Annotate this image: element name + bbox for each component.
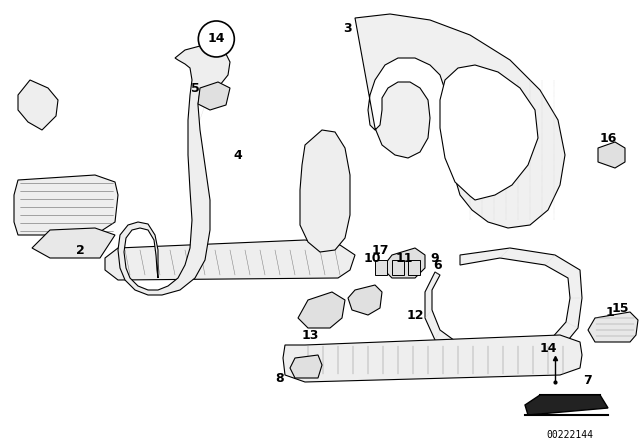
Polygon shape	[32, 228, 115, 258]
Text: 4: 4	[234, 148, 243, 161]
Polygon shape	[525, 395, 608, 415]
Polygon shape	[392, 260, 404, 275]
Polygon shape	[375, 260, 387, 275]
Polygon shape	[14, 175, 118, 235]
Text: 15: 15	[611, 302, 628, 314]
Polygon shape	[588, 312, 638, 342]
Text: 8: 8	[276, 371, 284, 384]
Text: 12: 12	[406, 309, 424, 322]
Polygon shape	[355, 14, 565, 228]
Text: 3: 3	[344, 22, 352, 34]
Text: 14: 14	[207, 32, 225, 46]
Polygon shape	[382, 248, 425, 278]
Polygon shape	[440, 65, 538, 200]
Text: 7: 7	[584, 374, 593, 387]
Polygon shape	[18, 80, 58, 130]
Text: 9: 9	[431, 251, 439, 264]
Circle shape	[198, 21, 234, 57]
Polygon shape	[198, 82, 230, 110]
Polygon shape	[118, 46, 230, 295]
Text: 17: 17	[371, 244, 388, 257]
Polygon shape	[283, 335, 582, 382]
Text: 6: 6	[434, 258, 442, 271]
Polygon shape	[348, 285, 382, 315]
Polygon shape	[300, 130, 350, 252]
Text: 16: 16	[599, 132, 617, 145]
Polygon shape	[298, 292, 345, 328]
Text: 11: 11	[396, 251, 413, 264]
Polygon shape	[425, 248, 582, 365]
Text: 2: 2	[76, 244, 84, 257]
Polygon shape	[598, 142, 625, 168]
Text: 5: 5	[191, 82, 200, 95]
Text: 10: 10	[364, 251, 381, 264]
Text: 00222144: 00222144	[547, 430, 593, 440]
Polygon shape	[105, 240, 355, 280]
Text: 13: 13	[301, 328, 319, 341]
Polygon shape	[408, 260, 420, 275]
Text: 14: 14	[540, 341, 557, 354]
Polygon shape	[290, 355, 322, 378]
Text: 1: 1	[605, 306, 614, 319]
